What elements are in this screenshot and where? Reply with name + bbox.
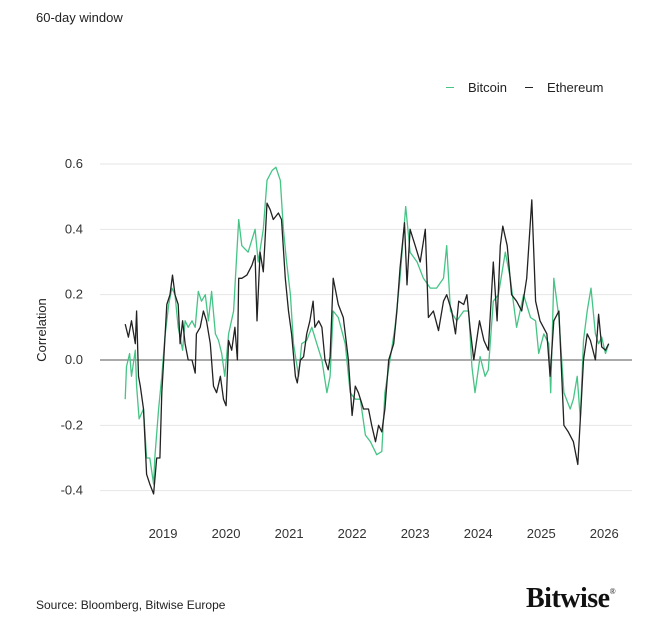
x-tick-label: 2024 bbox=[464, 526, 493, 541]
series-lines bbox=[124, 166, 610, 495]
legend: Bitcoin Ethereum bbox=[446, 80, 621, 95]
legend-label-ethereum: Ethereum bbox=[547, 80, 604, 95]
legend-label-bitcoin: Bitcoin bbox=[468, 80, 508, 95]
chart-subtitle: 60-day window bbox=[36, 10, 123, 25]
y-tick-label: 0.0 bbox=[65, 352, 83, 367]
y-tick-label: -0.4 bbox=[61, 483, 83, 498]
x-tick-label: 2020 bbox=[212, 526, 241, 541]
registered-mark-icon: ® bbox=[609, 587, 616, 596]
y-tick-label: 0.6 bbox=[65, 156, 83, 171]
x-tick-label: 2022 bbox=[338, 526, 367, 541]
series-line-ethereum bbox=[124, 199, 610, 495]
y-axis-label: Correlation bbox=[34, 298, 49, 362]
logo-text: Bitwise bbox=[526, 583, 610, 614]
series-line-bitcoin bbox=[124, 166, 610, 485]
bitwise-logo: Bitwise® bbox=[526, 583, 616, 615]
legend-item-bitcoin: Bitcoin bbox=[446, 80, 507, 95]
y-tick-label: 0.2 bbox=[65, 287, 83, 302]
x-tick-label: 2019 bbox=[149, 526, 178, 541]
y-tick-labels: 0.6 0.4 0.2 0.0 -0.2 -0.4 bbox=[61, 156, 83, 498]
x-tick-label: 2023 bbox=[401, 526, 430, 541]
x-tick-label: 2025 bbox=[527, 526, 556, 541]
legend-item-ethereum: Ethereum bbox=[525, 80, 603, 95]
x-tick-label: 2021 bbox=[275, 526, 304, 541]
x-tick-label: 2026 bbox=[590, 526, 619, 541]
legend-swatch-bitcoin bbox=[446, 86, 454, 89]
y-tick-label: 0.4 bbox=[65, 221, 83, 236]
y-tick-label: -0.2 bbox=[61, 417, 83, 432]
source-note: Source: Bloomberg, Bitwise Europe bbox=[36, 598, 226, 612]
x-tick-labels: 2019 2020 2021 2022 2023 2024 2025 2026 bbox=[149, 526, 619, 541]
legend-swatch-ethereum bbox=[525, 86, 534, 89]
